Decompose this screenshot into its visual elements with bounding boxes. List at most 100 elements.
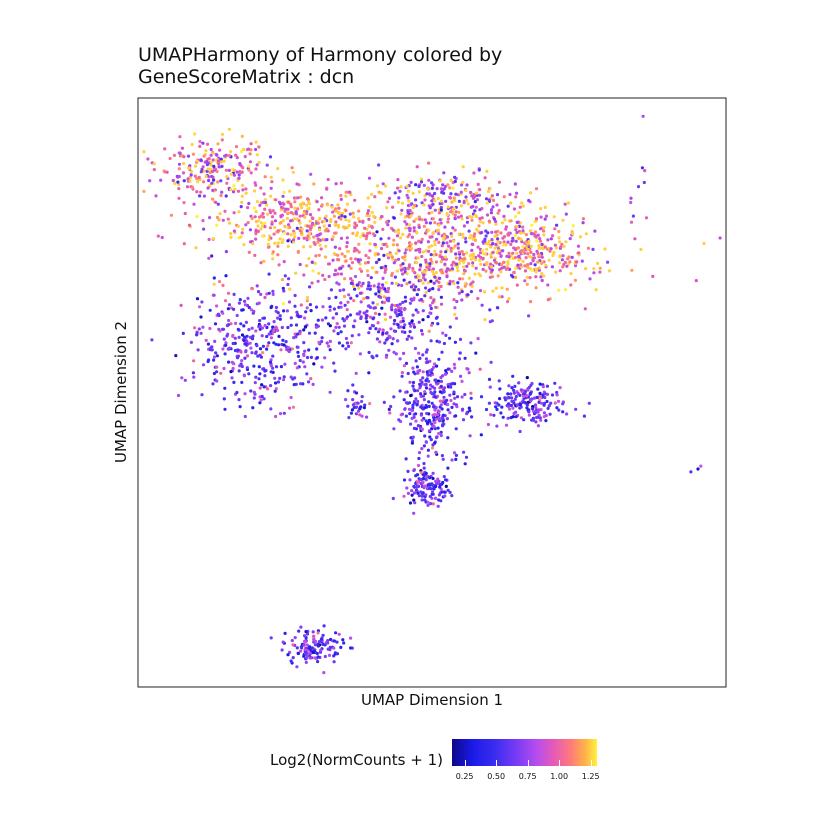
scatter-point (300, 646, 304, 650)
scatter-point (255, 153, 259, 157)
scatter-point (310, 216, 314, 220)
scatter-point (246, 296, 250, 300)
scatter-point (582, 414, 587, 418)
scatter-point (388, 335, 392, 339)
scatter-point (552, 251, 556, 255)
scatter-point (379, 295, 383, 299)
scatter-point (223, 407, 227, 411)
scatter-point (519, 263, 523, 267)
scatter-point (273, 376, 277, 380)
scatter-point (581, 217, 586, 221)
scatter-point (190, 185, 195, 189)
scatter-point (294, 323, 299, 327)
scatter-point (515, 225, 519, 229)
scatter-point (416, 371, 420, 375)
scatter-point (423, 198, 427, 202)
scatter-point (433, 208, 437, 212)
scatter-point (459, 374, 463, 378)
scatter-point (495, 261, 499, 265)
scatter-point (357, 286, 361, 290)
scatter-point (527, 413, 531, 417)
scatter-point (258, 386, 262, 390)
scatter-point (381, 328, 385, 332)
scatter-point (245, 366, 249, 370)
scatter-point (636, 185, 641, 189)
scatter-point (356, 401, 360, 405)
scatter-point (588, 277, 592, 281)
scatter-point (408, 209, 412, 213)
scatter-point (294, 210, 298, 214)
scatter-point (409, 422, 413, 426)
scatter-point (298, 221, 302, 225)
scatter-point (453, 213, 457, 217)
scatter-point (525, 282, 529, 286)
scatter-point (235, 390, 239, 395)
scatter-point (394, 281, 399, 286)
scatter-point (452, 281, 456, 286)
scatter-point (411, 366, 415, 370)
scatter-point (193, 132, 197, 136)
scatter-point (412, 229, 416, 233)
scatter-point (273, 219, 278, 223)
scatter-point (340, 252, 344, 256)
scatter-point (470, 194, 474, 198)
scatter-point (257, 145, 261, 149)
scatter-point (278, 202, 283, 206)
scatter-point (517, 381, 521, 385)
scatter-point (434, 271, 438, 275)
scatter-point (308, 656, 312, 660)
scatter-point (543, 217, 547, 221)
scatter-point (276, 316, 280, 320)
scatter-point (279, 365, 283, 369)
scatter-point (366, 260, 370, 264)
scatter-point (438, 399, 442, 403)
scatter-point (423, 434, 427, 438)
scatter-point (267, 291, 271, 295)
scatter-point (435, 279, 439, 283)
scatter-point (528, 391, 533, 395)
scatter-point (460, 395, 464, 399)
scatter-point (371, 232, 375, 236)
scatter-point (401, 232, 405, 236)
scatter-point (207, 178, 211, 183)
scatter-point (640, 166, 645, 170)
scatter-point (425, 187, 430, 191)
scatter-point (331, 316, 335, 320)
scatter-point (421, 309, 425, 313)
scatter-point (260, 234, 265, 238)
scatter-point (530, 223, 534, 227)
scatter-point (464, 455, 469, 459)
scatter-point (424, 405, 429, 409)
scatter-point (431, 443, 435, 447)
scatter-point (297, 629, 301, 633)
scatter-point (196, 348, 200, 352)
scatter-point (291, 170, 295, 174)
scatter-point (407, 263, 412, 267)
scatter-point (253, 181, 257, 185)
scatter-point (429, 306, 433, 311)
scatter-point (254, 183, 258, 187)
scatter-point (217, 327, 221, 331)
scatter-point (484, 241, 488, 246)
scatter-point (437, 498, 441, 502)
scatter-point (267, 341, 271, 345)
scatter-point (379, 266, 383, 270)
scatter-point (450, 458, 454, 462)
scatter-point (384, 289, 388, 293)
scatter-point (212, 358, 216, 362)
scatter-point (423, 484, 427, 488)
scatter-point (364, 316, 368, 320)
scatter-point (321, 642, 325, 647)
scatter-point (311, 269, 315, 273)
scatter-point (434, 479, 438, 483)
scatter-point (431, 413, 435, 417)
scatter-point (392, 427, 396, 431)
scatter-point (281, 640, 285, 644)
scatter-point (365, 320, 369, 324)
scatter-point (383, 341, 387, 345)
scatter-point (419, 180, 424, 184)
scatter-point (450, 263, 454, 267)
scatter-point (345, 245, 349, 249)
scatter-point (215, 304, 219, 308)
scatter-point (402, 494, 406, 498)
